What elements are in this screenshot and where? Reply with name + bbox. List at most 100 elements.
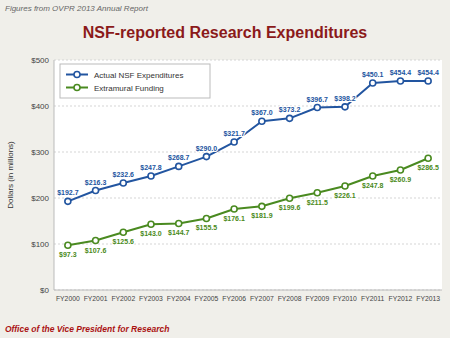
point [148, 221, 154, 227]
point [231, 139, 237, 145]
data-label: $396.7 [307, 96, 329, 104]
data-label: $226.1 [334, 192, 356, 200]
series-line [68, 81, 428, 201]
data-label: $367.0 [251, 109, 273, 117]
x-tick-label: FY2004 [167, 295, 191, 302]
data-label: $398.2 [334, 95, 356, 103]
point [65, 242, 71, 248]
data-label: $181.9 [251, 212, 273, 220]
data-label: $260.9 [390, 176, 412, 184]
y-tick-label: $200 [31, 194, 49, 203]
data-label: $290.0 [196, 145, 218, 153]
series-line [68, 158, 428, 245]
point [287, 195, 293, 201]
data-label: $143.0 [140, 230, 162, 238]
grid-line [54, 60, 442, 61]
legend-box [60, 64, 210, 98]
background [0, 0, 450, 338]
data-label: $232.6 [113, 171, 135, 179]
point [342, 104, 348, 110]
data-label: $454.4 [417, 69, 439, 77]
point [370, 80, 376, 86]
point [93, 238, 99, 244]
x-tick-label: FY2000 [56, 295, 80, 302]
x-tick-label: FY2002 [111, 295, 135, 302]
y-tick-label: $500 [31, 56, 49, 65]
point [342, 183, 348, 189]
data-label: $211.5 [307, 199, 328, 207]
point [176, 163, 182, 169]
x-tick-label: FY2008 [278, 295, 302, 302]
data-label: $268.7 [168, 154, 190, 162]
data-label: $373.2 [279, 106, 301, 114]
data-label: $450.1 [362, 71, 384, 79]
y-tick-label: $400 [31, 102, 49, 111]
point [203, 215, 209, 221]
point [148, 173, 154, 179]
data-label: $176.1 [223, 215, 245, 223]
x-tick-label: FY2007 [250, 295, 274, 302]
y-tick-label: $0 [40, 286, 49, 295]
point [397, 78, 403, 84]
point [231, 206, 237, 212]
point [314, 190, 320, 196]
x-tick-label: FY2009 [305, 295, 329, 302]
x-tick-label: FY2006 [222, 295, 246, 302]
y-tick-label: $100 [31, 240, 49, 249]
point [259, 118, 265, 124]
point [314, 105, 320, 111]
data-label: $144.7 [168, 229, 190, 237]
x-tick-label: FY2001 [84, 295, 108, 302]
x-tick-label: FY2010 [333, 295, 357, 302]
point [203, 154, 209, 160]
data-label: $155.5 [196, 224, 218, 232]
grid-line [54, 198, 442, 199]
data-label: $192.7 [57, 189, 79, 197]
legend-label: Extramural Funding [94, 84, 164, 93]
chart: Figures from OVPR 2013 Annual Report NSF-… [0, 0, 450, 338]
x-tick-label: FY2005 [195, 295, 219, 302]
y-tick-label: $300 [31, 148, 49, 157]
point [287, 115, 293, 121]
grid [54, 60, 442, 290]
data-label: $454.4 [390, 69, 412, 77]
y-axis-label: Dollars (in millions) [6, 141, 15, 209]
title: NSF-reported Research Expenditures [83, 24, 368, 41]
data-label: $247.8 [362, 182, 384, 190]
point [259, 203, 265, 209]
point [370, 173, 376, 179]
point [397, 167, 403, 173]
point [425, 155, 431, 161]
data-label: $97.3 [59, 251, 77, 259]
data-label: $247.8 [140, 164, 162, 172]
x-tick-label: FY2012 [389, 295, 413, 302]
y-axis [54, 60, 55, 290]
point [176, 220, 182, 226]
point [425, 78, 431, 84]
grid-line [54, 290, 442, 291]
x-tick-label: FY2011 [361, 295, 385, 302]
data-label: $199.6 [279, 204, 301, 212]
legend-marker [74, 85, 80, 91]
legend-marker [74, 72, 80, 78]
x-tick-label: FY2013 [416, 295, 440, 302]
point [120, 229, 126, 235]
data-label: $107.6 [85, 247, 107, 255]
legend-label: Actual NSF Expenditures [94, 71, 183, 80]
header: Figures from OVPR 2013 Annual Report [5, 4, 149, 13]
data-label: $286.5 [417, 164, 439, 172]
plot-area [54, 60, 442, 290]
point [65, 198, 71, 204]
x-tick-label: FY2003 [139, 295, 163, 302]
footer: Office of the Vice President for Researc… [5, 324, 169, 334]
point [120, 180, 126, 186]
x-axis [54, 290, 442, 291]
grid-line [54, 106, 442, 107]
legend: Actual NSF Expenditures Extramural Fundin… [60, 64, 210, 98]
data-label: $216.3 [85, 179, 107, 187]
point [93, 188, 99, 194]
grid-line [54, 152, 442, 153]
data-group [65, 78, 431, 248]
data-label: $321.7 [223, 130, 245, 138]
data-label: $125.6 [113, 238, 135, 246]
